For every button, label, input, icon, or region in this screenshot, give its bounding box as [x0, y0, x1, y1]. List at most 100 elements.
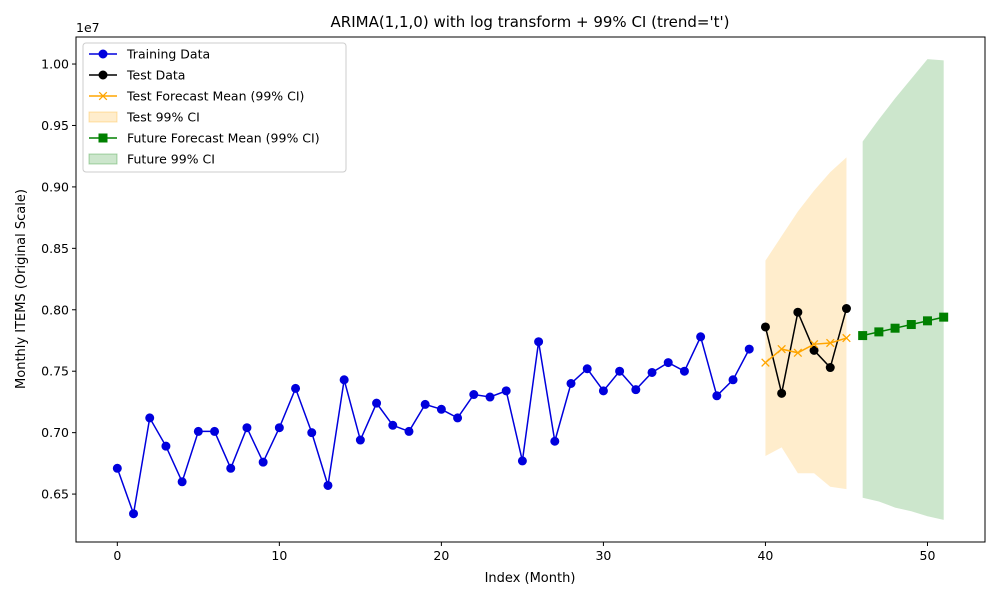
test-forecast-mean-99-ci-point: [809, 339, 819, 349]
legend-label: Test Forecast Mean (99% CI): [126, 89, 304, 104]
training-data-point: [420, 399, 430, 409]
legend: Training Data Test Data Test Forecast Mean…: [82, 42, 347, 173]
legend-box: [82, 42, 347, 173]
training-data-point: [339, 375, 349, 385]
y-axis-label: Monthly ITEMS (Original Scale): [14, 189, 29, 389]
training-data-point: [501, 386, 511, 396]
training-data-point: [728, 375, 738, 385]
legend-entry: Training Data: [89, 47, 210, 62]
y-tick-label: 0.85: [41, 241, 69, 256]
test-data-point: [777, 388, 787, 398]
training-data-point: [274, 423, 284, 433]
training-data-point: [193, 426, 203, 436]
x-axis-ticks: 0 10 20 30 40 50: [113, 542, 935, 563]
future-99-ci-band: [862, 59, 944, 520]
x-tick-label: 30: [595, 548, 611, 563]
y-tick-label: 0.90: [41, 179, 69, 194]
training-data-point: [372, 398, 382, 408]
test-forecast-mean-99-ci-point: [777, 344, 786, 354]
legend-marker: [98, 133, 108, 143]
legend-entry: Test 99% CI: [88, 110, 200, 125]
legend-entry: Future 99% CI: [88, 152, 215, 167]
y-offset-label: 1e7: [76, 20, 100, 35]
legend-label: Test Data: [126, 68, 185, 83]
legend-entry: Future Forecast Mean (99% CI): [89, 131, 320, 146]
future-forecast-mean-99-ci-series: [858, 312, 949, 341]
legend-label: Test 99% CI: [126, 110, 200, 125]
future-forecast-mean-99-ci-point: [858, 331, 868, 341]
test-forecast-mean-99-ci-point: [842, 333, 851, 343]
training-data-point: [631, 385, 641, 395]
training-data-point: [566, 378, 576, 388]
training-data-point: [712, 391, 722, 401]
future-forecast-mean-99-ci-point: [906, 320, 916, 330]
chart-title: ARIMA(1,1,0) with log transform + 99% CI…: [331, 13, 730, 31]
y-tick-label: 0.75: [41, 364, 69, 379]
legend-label: Future 99% CI: [127, 152, 215, 167]
training-data-point: [129, 509, 139, 519]
y-tick-label: 0.70: [41, 425, 69, 440]
y-tick-label: 0.80: [41, 302, 69, 317]
future-forecast-mean-99-ci-point: [890, 323, 900, 333]
training-data-point: [242, 423, 252, 433]
test-forecast-mean-99-ci-point: [793, 348, 803, 358]
y-tick-label: 0.95: [41, 118, 69, 133]
training-data-point: [112, 463, 122, 473]
future-forecast-mean-99-ci-point: [874, 327, 884, 337]
training-data-point: [291, 383, 301, 393]
x-tick-label: 10: [271, 548, 287, 563]
y-tick-label: 1.00: [41, 57, 69, 72]
test-data-series: [760, 304, 851, 398]
training-data-point: [582, 364, 592, 374]
legend-label: Future Forecast Mean (99% CI): [127, 131, 320, 146]
training-data-point: [469, 390, 479, 400]
x-tick-label: 20: [433, 548, 449, 563]
legend-entry: Test Data: [89, 68, 185, 83]
training-data-point: [696, 332, 706, 342]
test-99-ci-band: [765, 157, 847, 490]
training-data-point: [485, 392, 495, 402]
training-data-point: [307, 428, 317, 438]
legend-marker: [98, 70, 108, 80]
plot-frame: [75, 36, 986, 543]
series-lines: [112, 304, 949, 519]
training-data-point: [145, 413, 155, 423]
x-tick-label: 50: [920, 548, 936, 563]
training-data-point: [323, 480, 333, 490]
legend-swatch: [88, 111, 118, 123]
legend-marker: [98, 49, 108, 59]
legend-label: Training Data: [126, 47, 210, 62]
y-axis-ticks: 0.65 0.70 0.75 0.80 0.85 0.90 0.95 1.00: [41, 57, 76, 502]
training-data-point: [177, 477, 187, 487]
training-data-point: [453, 413, 463, 423]
test-data-point: [793, 307, 803, 317]
training-data-point: [161, 441, 171, 451]
test-data-point: [809, 345, 819, 355]
y-tick-label: 0.65: [41, 487, 69, 502]
training-data-point: [258, 457, 268, 467]
legend-entry: Test Forecast Mean (99% CI): [89, 89, 304, 104]
ci-bands: [765, 59, 944, 520]
legend-swatch: [88, 153, 118, 165]
future-forecast-mean-99-ci-point: [939, 312, 949, 322]
legend-marker: [98, 91, 108, 101]
training-data-point: [517, 456, 527, 466]
future-forecast-mean-99-ci-point: [922, 316, 932, 326]
training-data-point: [744, 344, 754, 354]
training-data-point: [598, 386, 608, 396]
training-data-point: [647, 367, 657, 377]
test-forecast-mean-99-ci-series: [761, 333, 851, 367]
training-data-point: [436, 404, 446, 414]
test-data-point: [760, 322, 770, 332]
test-data-point: [841, 304, 851, 314]
training-data-series: [112, 332, 754, 519]
training-data-point: [388, 420, 398, 430]
test-forecast-mean-99-ci-point: [761, 358, 770, 367]
training-data-point: [355, 435, 365, 445]
test-data-line: [764, 308, 848, 394]
training-data-point: [615, 366, 625, 376]
training-data-point: [210, 426, 220, 436]
training-data-point: [534, 337, 544, 347]
x-axis-label: Index (Month): [485, 571, 576, 586]
